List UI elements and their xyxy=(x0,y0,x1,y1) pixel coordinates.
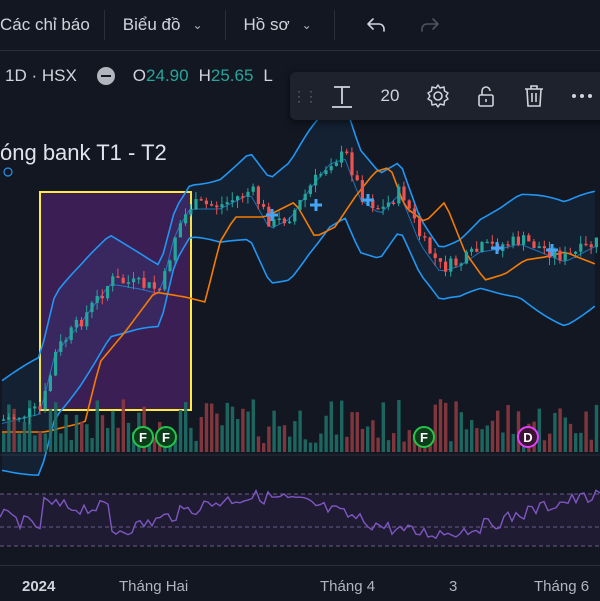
undo-button[interactable] xyxy=(335,0,403,50)
svg-text:F: F xyxy=(139,430,147,445)
x-label-february: Tháng Hai xyxy=(119,578,189,595)
event-marker-f1[interactable]: F xyxy=(132,426,154,448)
redo-button[interactable] xyxy=(403,0,457,50)
event-marker-f3[interactable]: F xyxy=(413,426,435,448)
toolbar-divider xyxy=(103,10,105,40)
svg-text:F: F xyxy=(162,430,170,445)
open-value: 24.90 xyxy=(146,66,189,85)
drag-handle-icon[interactable]: ⋮⋮ xyxy=(292,87,318,104)
time-axis[interactable]: 2024 Tháng Hai Tháng 4 3 Tháng 6 xyxy=(0,565,600,601)
x-label-april: Tháng 4 xyxy=(320,578,376,595)
svg-text:F: F xyxy=(420,430,428,445)
chevron-down-icon: ⌄ xyxy=(301,18,312,32)
candlesticks xyxy=(2,145,598,425)
chart-annotation-text[interactable]: óng bank T1 - T2 xyxy=(0,140,167,165)
symbol-info-bar: 1D · HSX O 24.90 H 25.65 L xyxy=(0,58,600,94)
toolbar-divider xyxy=(224,10,226,40)
more-button[interactable] xyxy=(558,72,600,120)
indicators-button[interactable]: Các chỉ báo xyxy=(0,0,104,50)
charts-label: Biểu đồ xyxy=(122,15,181,34)
bollinger-upper xyxy=(1,103,595,382)
bollinger-lower xyxy=(1,217,596,476)
svg-text:D: D xyxy=(523,430,532,445)
high-value: 25.65 xyxy=(210,66,254,85)
interval-exchange[interactable]: 1D · HSX xyxy=(5,66,77,85)
delete-button[interactable] xyxy=(510,72,558,120)
text-style-button[interactable] xyxy=(318,72,366,120)
event-marker-f2[interactable]: F xyxy=(155,426,177,448)
bollinger-fill xyxy=(2,104,595,476)
trash-icon xyxy=(525,85,543,107)
lock-button[interactable] xyxy=(462,72,510,120)
toolbar-divider xyxy=(333,10,335,40)
event-marker-d[interactable]: D xyxy=(517,426,539,448)
signal-markers xyxy=(266,194,558,256)
rsi-band xyxy=(0,494,600,546)
gear-icon xyxy=(427,84,449,108)
profiles-label: Hồ sơ xyxy=(243,15,290,34)
volume-bars xyxy=(2,399,599,452)
open-label: O xyxy=(132,66,147,85)
redo-icon xyxy=(420,18,439,32)
lock-icon xyxy=(478,86,494,107)
drawing-toolbar: ⋮⋮ 20 xyxy=(290,72,600,120)
rsi-line xyxy=(0,488,600,540)
x-label-2024: 2024 xyxy=(22,578,56,595)
indicators-label: Các chỉ báo xyxy=(0,15,90,34)
collapse-icon[interactable] xyxy=(96,67,115,85)
more-icon xyxy=(572,94,592,98)
x-label-june: Tháng 6 xyxy=(534,578,590,595)
top-toolbar: Các chỉ báo Biểu đồ ⌄ Hồ sơ ⌄ xyxy=(0,0,600,51)
high-label: H xyxy=(198,66,211,85)
profiles-menu-button[interactable]: Hồ sơ ⌄ xyxy=(226,0,334,50)
x-label-3: 3 xyxy=(449,578,458,595)
settings-button[interactable] xyxy=(414,72,462,120)
text-icon xyxy=(332,86,352,108)
font-size-select[interactable]: 20 xyxy=(380,86,400,105)
low-label: L xyxy=(263,66,273,85)
charts-menu-button[interactable]: Biểu đồ ⌄ xyxy=(105,0,225,50)
anchor-point[interactable] xyxy=(3,167,13,177)
chevron-down-icon: ⌄ xyxy=(192,18,203,32)
undo-icon xyxy=(366,18,385,32)
